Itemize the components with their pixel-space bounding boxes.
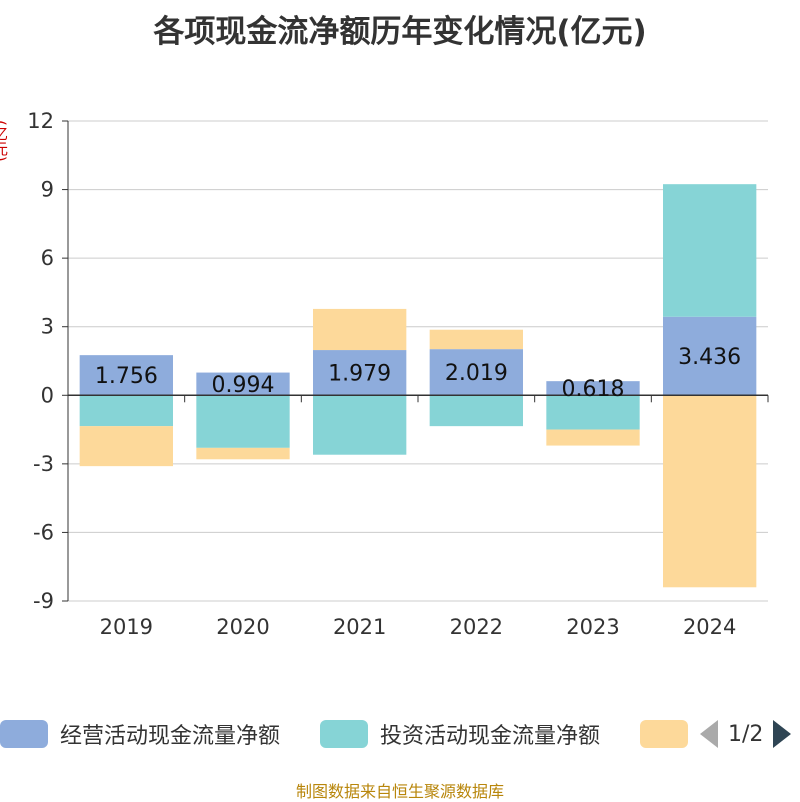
axes: 12 9 6 3 0 -3 -6 -9 2019 2020 2021 2022 2023 2024 (27, 109, 769, 639)
data-label: 1.979 (328, 362, 391, 387)
legend-swatch (320, 720, 368, 748)
x-tick-label: 2020 (216, 615, 269, 639)
y-tick-label: -3 (33, 452, 54, 476)
y-tick-label: 12 (27, 109, 54, 133)
bar-2021-series-2 (313, 395, 407, 455)
bar-2023-series-1 (546, 381, 640, 396)
data-label: 2.019 (445, 361, 508, 386)
legend-item[interactable] (640, 718, 688, 750)
bar-2020-series-3 (196, 447, 290, 460)
x-tick-label: 2024 (683, 615, 736, 639)
bar-2020-series-2 (196, 395, 290, 448)
legend-swatch (640, 720, 688, 748)
y-tick-label: -6 (33, 520, 54, 544)
y-axis-unit: (亿元) (0, 120, 9, 162)
legend-item[interactable]: 经营活动现金流量净额 (0, 718, 280, 750)
data-label: 3.436 (678, 345, 741, 370)
legend-label: 经营活动现金流量净额 (60, 724, 281, 749)
bar-2024-series-3 (663, 395, 757, 588)
bars (79, 184, 757, 588)
grid-lines (68, 120, 768, 602)
data-label: 0.994 (212, 373, 275, 398)
stacked-bar-chart: 12 9 6 3 0 -3 -6 -9 2019 2020 2021 2022 2023 2024 1.7… (27, 109, 769, 639)
bar-2022-series-2 (429, 395, 523, 427)
data-labels: 1.756 0.994 1.979 2.019 0.618 3.436 (95, 345, 741, 402)
y-tick-label: 6 (41, 246, 54, 270)
legend-swatch (0, 720, 48, 748)
y-tick-label: 9 (41, 178, 54, 202)
bar-2024-series-1 (663, 316, 757, 396)
bar-2022-series-3 (429, 329, 523, 350)
x-tick-label: 2023 (566, 615, 619, 639)
legend-item[interactable]: 投资活动现金流量净额 (320, 718, 600, 750)
x-tick-label: 2021 (333, 615, 386, 639)
chart-title: 各项现金流净额历年变化情况(亿元) (153, 14, 647, 50)
bar-2021-series-3 (313, 308, 407, 351)
bar-2022-series-1 (429, 349, 523, 396)
x-tick-label: 2022 (450, 615, 503, 639)
bar-2019-series-3 (79, 426, 173, 467)
data-label: 1.756 (95, 364, 158, 389)
y-tick-label: 3 (41, 315, 54, 339)
legend: 经营活动现金流量净额 投资活动现金流量净额 (0, 718, 800, 754)
legend-page-indicator: 1/2 (728, 721, 764, 747)
bar-2020-series-1 (196, 372, 290, 396)
x-tick-label: 2019 (100, 615, 153, 639)
legend-pager: 1/2 (700, 718, 792, 750)
data-source-note: 制图数据来自恒生聚源数据库 (295, 782, 504, 801)
bar-2019-series-2 (79, 395, 173, 427)
bar-2019-series-1 (79, 355, 173, 396)
legend-label: 投资活动现金流量净额 (380, 724, 601, 749)
bar-2021-series-1 (313, 350, 407, 396)
bar-2023-series-3 (546, 429, 640, 446)
y-tick-label: -9 (33, 589, 54, 613)
data-label: 0.618 (562, 377, 625, 402)
next-page-icon[interactable] (773, 720, 792, 748)
y-tick-label: 0 (41, 383, 54, 407)
bar-2023-series-2 (546, 395, 640, 430)
bar-2024-series-2 (663, 184, 757, 317)
prev-page-icon[interactable] (700, 720, 718, 748)
